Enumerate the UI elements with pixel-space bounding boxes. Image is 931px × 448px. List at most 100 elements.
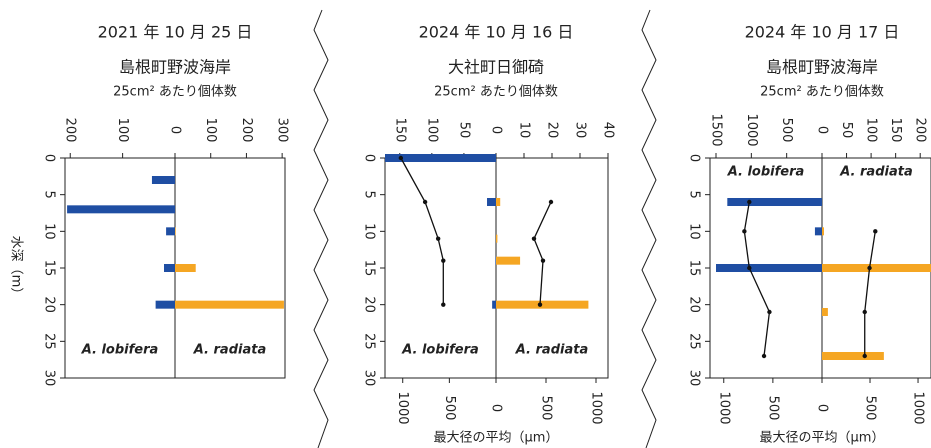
y-tick-label: 25 bbox=[362, 333, 377, 350]
bar bbox=[496, 300, 589, 309]
bar bbox=[814, 227, 822, 236]
bar bbox=[166, 227, 175, 236]
x-axis-label: 25cm² あたり個体数 bbox=[113, 85, 237, 100]
x2-tick-label: 500 bbox=[863, 396, 878, 421]
panel-title: 2021 年 10 月 25 日 bbox=[98, 23, 253, 42]
mean-point bbox=[747, 199, 752, 205]
mean-point bbox=[873, 229, 878, 234]
bar bbox=[716, 264, 822, 272]
x-tick-label: 40 bbox=[601, 122, 616, 139]
y-tick-label: 5 bbox=[687, 191, 702, 199]
y-tick-label: 15 bbox=[42, 260, 57, 277]
y-tick-label: 0 bbox=[687, 154, 702, 162]
x2-tick-label: 500 bbox=[539, 396, 554, 421]
x-tick-label: 200 bbox=[239, 118, 254, 143]
bar bbox=[67, 205, 175, 214]
y-tick-label: 30 bbox=[687, 370, 702, 387]
bar bbox=[495, 256, 496, 265]
mean-point bbox=[441, 258, 446, 263]
mean-point bbox=[540, 258, 546, 263]
x-tick-label: 150 bbox=[392, 118, 407, 143]
mean-line bbox=[864, 231, 876, 356]
x-tick-label: 0 bbox=[168, 126, 183, 134]
bar bbox=[496, 198, 501, 206]
bar bbox=[822, 264, 931, 272]
y-tick-label: 10 bbox=[362, 223, 377, 240]
x-tick-label: 200 bbox=[63, 118, 78, 143]
x-tick-label: 100 bbox=[203, 118, 218, 143]
x-tick-label: 0 bbox=[815, 126, 830, 134]
x-axis-label: 最大径の平均（µm） bbox=[434, 431, 559, 446]
mean-point bbox=[767, 309, 772, 315]
x-axis-label: 25cm² あたり個体数 bbox=[434, 85, 558, 100]
y-tick-label: 25 bbox=[687, 333, 702, 350]
mean-point bbox=[422, 199, 428, 205]
x-tick-label: 0 bbox=[489, 126, 504, 134]
mean-point bbox=[862, 353, 867, 359]
mean-point bbox=[435, 236, 441, 241]
mean-line bbox=[533, 201, 552, 305]
mean-point bbox=[537, 302, 543, 307]
x2-tick-label: 1000 bbox=[395, 391, 410, 424]
y-tick-label: 15 bbox=[362, 260, 377, 277]
panel-title: 2024 年 10 月 16 日 bbox=[419, 23, 574, 42]
bar bbox=[175, 264, 196, 272]
y-tick-label: 0 bbox=[42, 154, 57, 162]
x-tick-label: 50 bbox=[456, 122, 471, 139]
y-tick-label: 30 bbox=[42, 370, 57, 387]
series-label: A. lobifera bbox=[401, 343, 479, 358]
bar bbox=[151, 176, 175, 184]
bar bbox=[492, 300, 496, 309]
x2-tick-label: 0 bbox=[489, 404, 504, 412]
x-tick-label: 100 bbox=[424, 118, 439, 143]
y-tick-label: 10 bbox=[687, 223, 702, 240]
bar bbox=[155, 300, 175, 309]
mean-line bbox=[743, 201, 771, 357]
x-axis-label: 最大径の平均（µm） bbox=[760, 431, 885, 446]
series-label: A. radiata bbox=[515, 343, 588, 358]
panel-subtitle: 島根町野波海岸 bbox=[766, 58, 878, 77]
y-axis-label: 水深（m） bbox=[9, 236, 24, 301]
series-label: A. lobifera bbox=[727, 165, 805, 180]
mean-point bbox=[548, 199, 554, 205]
mean-point bbox=[867, 265, 872, 271]
bar bbox=[496, 256, 521, 265]
x2-tick-label: 500 bbox=[442, 396, 457, 421]
y-tick-label: 30 bbox=[362, 370, 377, 387]
bar bbox=[822, 308, 828, 316]
x-tick-label: 20 bbox=[545, 122, 560, 139]
bar bbox=[164, 264, 175, 272]
x2-tick-label: 500 bbox=[765, 396, 780, 421]
mean-point bbox=[747, 265, 752, 271]
x-tick-label: 10 bbox=[517, 122, 532, 139]
y-tick-label: 20 bbox=[362, 296, 377, 313]
x2-tick-label: 1000 bbox=[716, 391, 731, 424]
y-tick-label: 15 bbox=[687, 260, 702, 277]
bar bbox=[822, 352, 884, 360]
bar bbox=[822, 227, 824, 236]
bar bbox=[175, 227, 176, 236]
bar bbox=[487, 198, 496, 206]
mean-point bbox=[742, 229, 747, 234]
panel-subtitle: 島根町野波海岸 bbox=[119, 58, 231, 77]
mean-line bbox=[400, 157, 444, 305]
x-tick-label: 1000 bbox=[744, 113, 759, 146]
y-tick-label: 25 bbox=[42, 333, 57, 350]
separator bbox=[313, 9, 329, 448]
y-tick-label: 10 bbox=[42, 223, 57, 240]
series-label: A. radiata bbox=[839, 165, 912, 180]
bar bbox=[175, 300, 284, 309]
x-tick-label: 100 bbox=[864, 118, 879, 143]
y-tick-label: 5 bbox=[362, 191, 377, 199]
bar bbox=[496, 234, 498, 243]
separator bbox=[641, 9, 657, 448]
x-tick-label: 300 bbox=[275, 118, 290, 143]
mean-point bbox=[531, 236, 537, 241]
mean-point bbox=[862, 309, 867, 315]
x-tick-label: 30 bbox=[573, 122, 588, 139]
x-axis-label: 25cm² あたり個体数 bbox=[760, 85, 884, 100]
bar bbox=[385, 154, 496, 162]
y-tick-label: 0 bbox=[362, 154, 377, 162]
x-tick-label: 100 bbox=[115, 118, 130, 143]
